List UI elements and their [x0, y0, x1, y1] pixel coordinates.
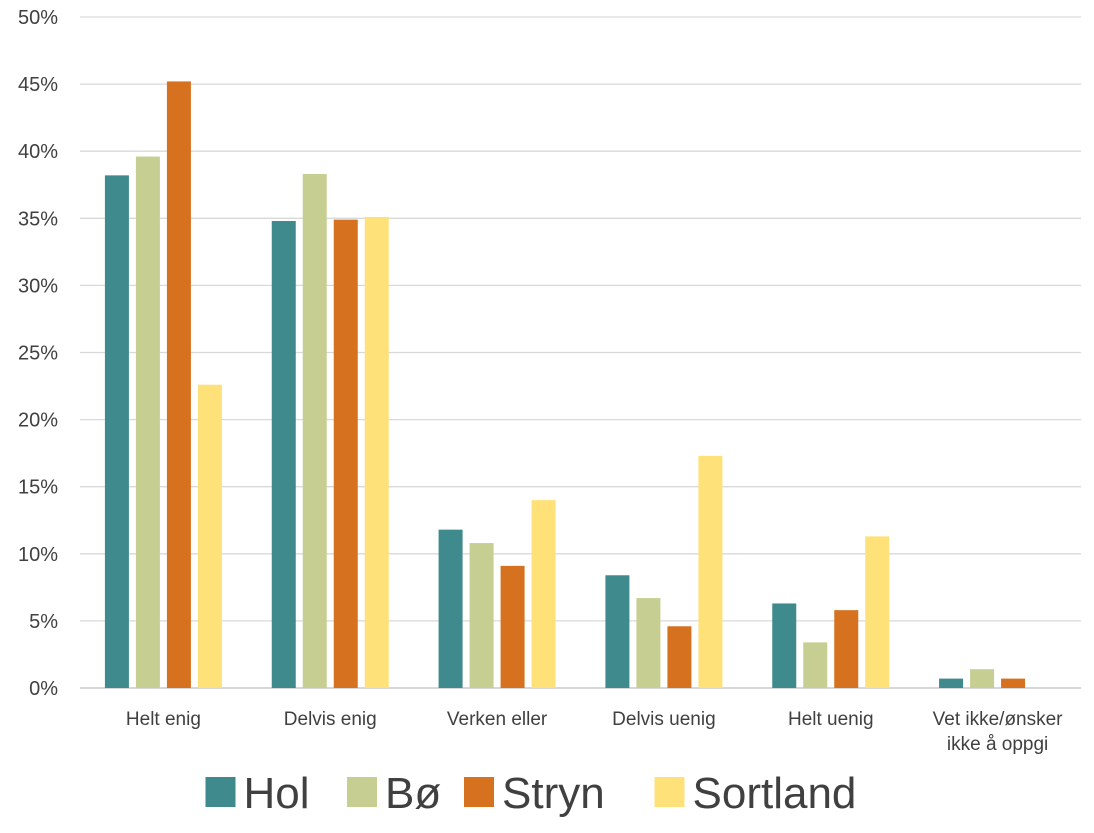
x-axis-ticks: Helt enig Delvis enig Verken eller Delvis u… [126, 709, 1063, 755]
legend-label: Hol [244, 769, 310, 818]
y-tick-label: 0% [29, 678, 58, 700]
bars [104, 81, 1026, 688]
bar-b--0 [135, 156, 160, 688]
legend-item-stryn: Stryn [464, 769, 605, 818]
bar-hol-3 [605, 575, 630, 688]
legend-label: Bø [385, 769, 441, 818]
legend-item-hol: Hol [205, 769, 310, 818]
bar-b--5 [970, 669, 995, 688]
legend-item-sortland: Sortland [654, 769, 857, 818]
legend-label: Sortland [693, 769, 857, 818]
y-tick-label: 20% [18, 410, 58, 432]
bar-b--1 [302, 174, 327, 688]
bar-sortland-0 [197, 384, 222, 688]
legend-swatch [347, 777, 377, 807]
legend-swatch [464, 777, 494, 807]
y-tick-label: 30% [18, 275, 58, 297]
legend-swatch [205, 777, 236, 807]
x-tick-label: Helt uenig [788, 709, 874, 730]
x-tick-label: Vet ikke/ønsker ikke å oppgi [933, 709, 1064, 755]
y-axis-ticks: 0% 5% 10% 15% 20% 25% 30% 35% 40% 45% 50% [18, 7, 58, 700]
y-tick-label: 40% [18, 141, 58, 163]
gridlines [80, 16, 1081, 689]
bar-sortland-3 [698, 455, 723, 688]
bar-stryn-5 [1001, 678, 1026, 688]
y-tick-label: 25% [18, 343, 58, 365]
bar-b--3 [636, 598, 661, 688]
bar-hol-4 [772, 603, 797, 688]
bar-sortland-1 [364, 216, 389, 688]
y-tick-label: 10% [18, 544, 58, 566]
bar-stryn-1 [333, 219, 358, 688]
bar-stryn-3 [667, 626, 692, 688]
bar-b--4 [803, 642, 828, 688]
y-tick-label: 5% [29, 611, 58, 633]
y-tick-label: 15% [18, 477, 58, 499]
legend: Hol Bø Stryn Sortland [205, 769, 857, 818]
bar-hol-0 [104, 175, 129, 688]
bar-hol-1 [271, 220, 296, 688]
bar-hol-5 [939, 678, 964, 688]
bar-sortland-2 [531, 500, 556, 688]
legend-label: Stryn [502, 769, 605, 818]
y-tick-label: 50% [18, 7, 58, 29]
bar-sortland-4 [865, 536, 890, 688]
bar-stryn-4 [834, 610, 859, 688]
legend-item-b-: Bø [347, 769, 441, 818]
x-tick-label: Delvis enig [284, 709, 377, 730]
x-tick-label: Delvis uenig [612, 709, 716, 730]
x-tick-label: Helt enig [126, 709, 201, 730]
x-tick-label: Verken eller [447, 709, 548, 730]
legend-swatch [654, 777, 685, 807]
bar-stryn-2 [500, 565, 525, 688]
bar-stryn-0 [166, 81, 191, 688]
bar-b--2 [469, 543, 494, 688]
y-tick-label: 45% [18, 74, 58, 96]
y-tick-label: 35% [18, 208, 58, 230]
bar-hol-2 [438, 529, 463, 688]
